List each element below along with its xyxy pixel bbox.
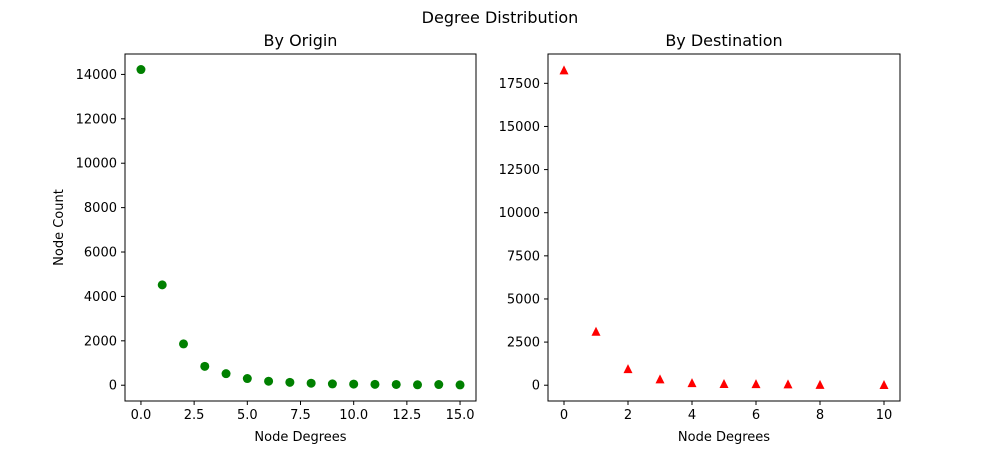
left-x-tick-label: 2.5: [184, 408, 205, 423]
right-data-point: [591, 326, 601, 336]
left-data-point: [434, 380, 444, 390]
right-x-axis-label: Node Degrees: [678, 430, 770, 445]
right-data-point: [879, 380, 889, 390]
right-x-tick-label: 10: [876, 408, 893, 423]
right-chart: By Destination Node Degrees 0 2 4 6 8 10 0 2500…: [499, 31, 901, 445]
right-data-point: [687, 378, 697, 388]
left-x-tick-label: 5.0: [237, 408, 258, 423]
left-x-tick-label: 0.0: [131, 408, 152, 423]
right-y-tick-label: 5000: [507, 292, 540, 307]
left-data-point: [455, 380, 465, 390]
left-x-axis-label: Node Degrees: [254, 430, 346, 445]
left-plot-frame: [124, 53, 477, 402]
left-y-tick-label: 6000: [84, 246, 117, 261]
left-chart: By Origin Node Degrees Node Count 0.0 2.5…: [52, 31, 477, 445]
left-data-point: [349, 379, 359, 389]
right-data-point: [719, 379, 729, 389]
right-data-point: [815, 379, 825, 389]
left-x-tick-label: 10.0: [339, 408, 368, 423]
left-y-tick-label: 10000: [76, 157, 117, 172]
left-data-point: [391, 379, 401, 389]
right-x-tick-label: 6: [752, 408, 760, 423]
left-y-tick-label: 2000: [84, 334, 117, 349]
left-y-axis-label: Node Count: [52, 189, 67, 266]
right-data-point: [783, 379, 793, 389]
right-y-tick-label: 7500: [507, 249, 540, 264]
right-data-point: [751, 379, 761, 389]
right-data-point: [655, 374, 665, 384]
right-x-tick-label: 4: [688, 408, 696, 423]
left-data-point: [200, 361, 210, 371]
left-data-point: [370, 379, 380, 389]
right-y-tick-label: 17500: [499, 77, 540, 92]
right-y-tick-label: 15000: [499, 120, 540, 135]
right-y-tick-label: 12500: [499, 163, 540, 178]
left-data-point: [242, 374, 252, 384]
right-x-tick-label: 2: [624, 408, 632, 423]
right-x-tick-label: 0: [560, 408, 568, 423]
left-y-tick-label: 14000: [76, 68, 117, 83]
left-y-tick-label: 8000: [84, 201, 117, 216]
left-data-point: [264, 376, 274, 386]
left-data-point: [285, 377, 295, 387]
left-x-tick-label: 12.5: [392, 408, 421, 423]
left-y-tick-label: 4000: [84, 290, 117, 305]
right-x-tick-label: 8: [816, 408, 824, 423]
right-y-tick-label: 10000: [499, 206, 540, 221]
left-data-point: [136, 65, 146, 75]
right-plot-frame: [547, 53, 901, 402]
left-x-tick-label: 7.5: [290, 408, 311, 423]
left-data-point: [179, 339, 188, 349]
left-data-point: [327, 379, 337, 389]
left-chart-title: By Origin: [264, 31, 338, 50]
right-data-point: [623, 364, 633, 374]
right-chart-title: By Destination: [665, 31, 782, 50]
left-data-point: [306, 378, 316, 388]
left-data-point: [157, 280, 167, 290]
left-data-point: [413, 380, 422, 390]
left-x-tick-label: 15.0: [446, 408, 475, 423]
right-y-tick-label: 2500: [507, 336, 540, 351]
right-y-tick-label: 0: [532, 379, 540, 394]
figure-title: Degree Distribution: [422, 8, 579, 27]
left-data-point: [221, 369, 231, 379]
left-y-tick-label: 0: [109, 379, 117, 394]
right-data-point: [559, 65, 569, 75]
left-y-tick-label: 12000: [76, 112, 117, 127]
